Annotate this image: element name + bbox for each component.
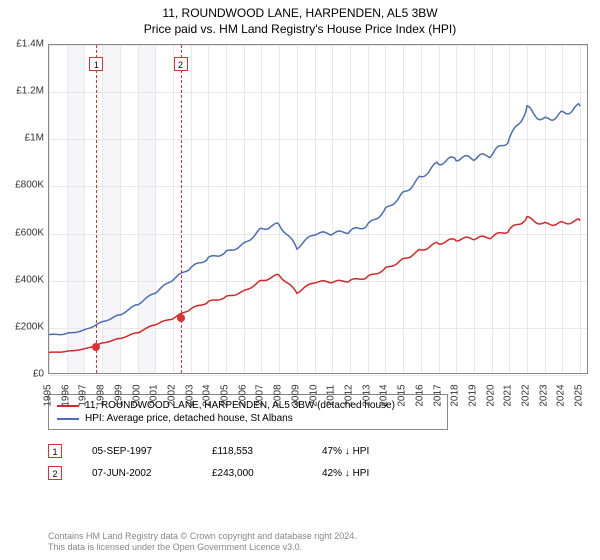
y-axis-label: £200K (0, 321, 44, 332)
transaction-delta: 42% ↓ HPI (322, 468, 412, 479)
x-axis-label: 2021 (503, 384, 514, 406)
x-axis-label: 2017 (432, 384, 443, 406)
x-axis-label: 2022 (521, 384, 532, 406)
table-row: 1 05-SEP-1997 £118,553 47% ↓ HPI (48, 440, 412, 462)
legend-label: HPI: Average price, detached house, St A… (85, 413, 293, 424)
chart-svg (49, 45, 587, 373)
page-subtitle: Price paid vs. HM Land Registry's House … (0, 20, 600, 40)
y-axis-label: £1M (0, 133, 44, 144)
x-axis-label: 2004 (202, 384, 213, 406)
footer-attribution: Contains HM Land Registry data © Crown c… (48, 531, 357, 554)
chart-marker-dot (92, 343, 100, 351)
page-title: 11, ROUNDWOOD LANE, HARPENDEN, AL5 3BW (0, 0, 600, 20)
x-axis-label: 2023 (538, 384, 549, 406)
x-axis-label: 1997 (78, 384, 89, 406)
x-axis-label: 2015 (397, 384, 408, 406)
y-axis-label: £1.2M (0, 86, 44, 97)
transaction-date: 05-SEP-1997 (92, 446, 182, 457)
y-axis-label: £600K (0, 227, 44, 238)
x-axis-label: 1999 (113, 384, 124, 406)
x-axis-label: 2011 (326, 385, 337, 407)
x-axis-label: 2019 (467, 384, 478, 406)
x-axis-label: 2006 (237, 384, 248, 406)
transactions-table: 1 05-SEP-1997 £118,553 47% ↓ HPI 2 07-JU… (48, 440, 412, 484)
x-axis-label: 2025 (574, 384, 585, 406)
legend-swatch (57, 418, 79, 420)
x-axis-label: 2008 (273, 384, 284, 406)
chart-marker-box: 1 (89, 57, 103, 71)
chart-marker-box: 2 (174, 57, 188, 71)
y-axis-label: £800K (0, 180, 44, 191)
series-property (49, 217, 580, 353)
table-row: 2 07-JUN-2002 £243,000 42% ↓ HPI (48, 462, 412, 484)
footer-line: Contains HM Land Registry data © Crown c… (48, 531, 357, 543)
x-axis-label: 1996 (60, 384, 71, 406)
x-axis-label: 2013 (361, 384, 372, 406)
x-axis-label: 2003 (184, 384, 195, 406)
transaction-marker: 1 (48, 444, 62, 458)
x-axis-label: 2012 (343, 384, 354, 406)
x-axis-label: 2014 (379, 384, 390, 406)
transaction-price: £243,000 (212, 468, 292, 479)
transaction-delta: 47% ↓ HPI (322, 446, 412, 457)
x-axis-label: 1995 (43, 384, 54, 406)
price-chart: 12 (48, 44, 588, 374)
series-hpi (49, 104, 580, 335)
x-axis-label: 2001 (149, 384, 160, 406)
x-axis-label: 2018 (450, 384, 461, 406)
footer-line: This data is licensed under the Open Gov… (48, 542, 357, 554)
x-axis-label: 2009 (290, 384, 301, 406)
y-axis-label: £1.4M (0, 39, 44, 50)
x-axis-label: 2000 (131, 384, 142, 406)
transaction-marker: 2 (48, 466, 62, 480)
y-axis-label: £400K (0, 274, 44, 285)
legend-item: HPI: Average price, detached house, St A… (57, 412, 439, 425)
x-axis-label: 2005 (220, 384, 231, 406)
x-axis-label: 2016 (414, 384, 425, 406)
x-axis-label: 2007 (255, 384, 266, 406)
chart-marker-dot (177, 314, 185, 322)
transaction-price: £118,553 (212, 446, 292, 457)
transaction-date: 07-JUN-2002 (92, 468, 182, 479)
x-axis-label: 2002 (166, 384, 177, 406)
x-axis-label: 1998 (96, 384, 107, 406)
x-axis-label: 2020 (485, 384, 496, 406)
x-axis-label: 2024 (556, 384, 567, 406)
y-axis-label: £0 (0, 369, 44, 380)
x-axis-label: 2010 (308, 384, 319, 406)
